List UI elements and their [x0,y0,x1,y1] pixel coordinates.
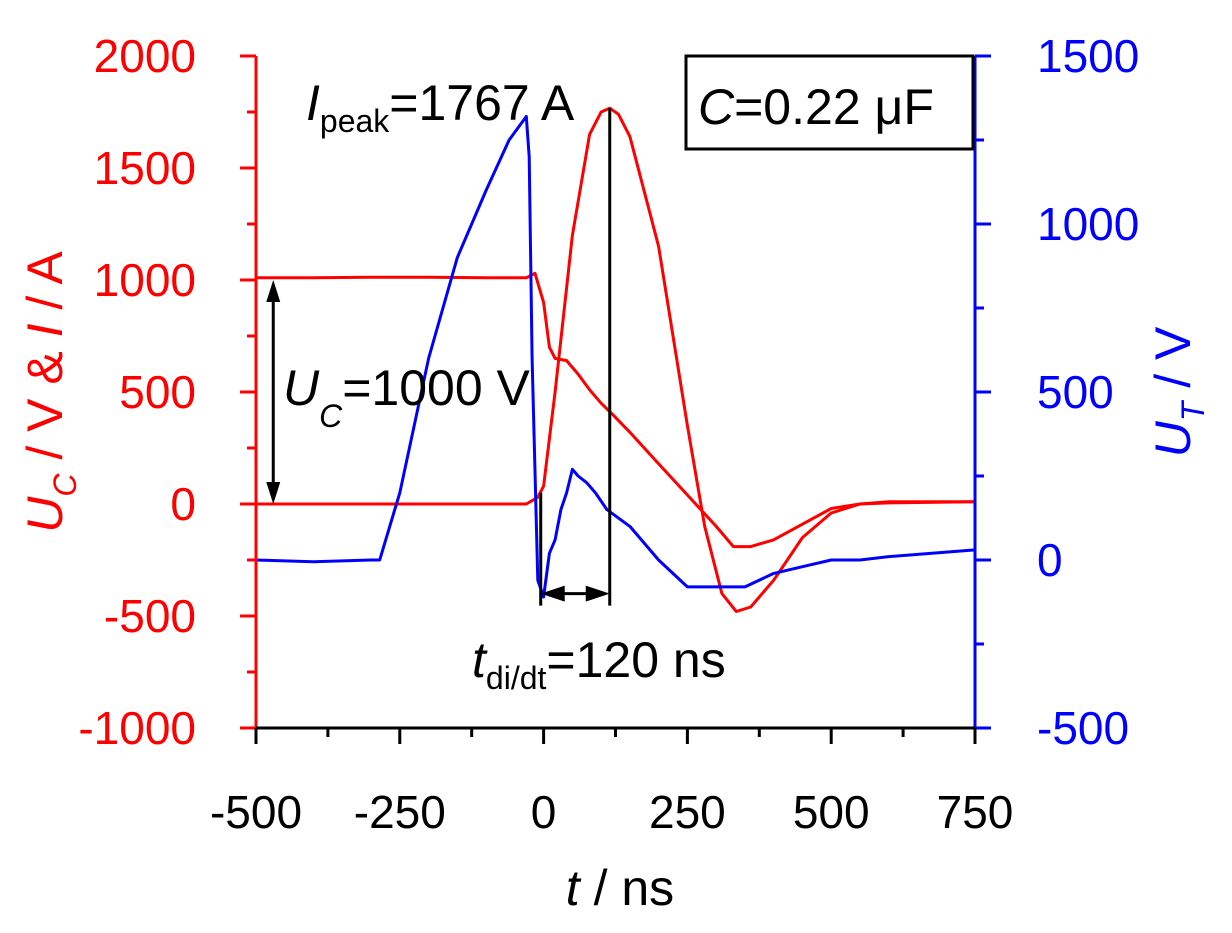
y-left-title-part-3: / V & [17,337,73,473]
u-c-var: U [283,360,320,416]
y-left-tick-label: 2000 [94,30,196,82]
tick-labels-layer: -1000 -500 0 500 1000 1500 2000 -500 0 500 1000 150… [78,30,1139,838]
y-left-tick-label: -1000 [78,702,196,754]
x-axis-title-unit: / ns [580,860,674,916]
capacitance-var: C [698,79,735,135]
u-c-annotation: UC=1000 V [283,360,531,434]
capacitance-box [684,54,975,151]
x-tick-label: -250 [354,786,446,838]
t-didt-arrow-head-left [540,585,565,602]
x-tick-label: 250 [649,786,726,838]
u-c-text: =1000 V [342,360,530,416]
y-right-axis-title: UT / V [1145,326,1211,457]
y-right-tick-label: 1500 [1037,30,1139,82]
t-didt-annotation: tdi/dt=120 ns [472,632,726,696]
y-left-title-part-4: I [17,323,73,337]
y-right-title-part-3: / V [1145,326,1201,402]
u-c-sub: C [319,398,343,434]
i-peak-annotation: Ipeak=1767 A [306,75,575,139]
t-didt-var: t [472,632,488,688]
ticks-layer [240,54,991,744]
y-left-tick-label: 500 [119,366,196,418]
y-left-title-part-1: U [17,496,73,533]
y-right-title-part-2: T [1175,399,1211,421]
y-right-title-part-1: U [1145,420,1201,457]
u-c-arrow-head-down [266,482,281,504]
y-left-tick-label: 1500 [94,142,196,194]
i-peak-text: =1767 A [389,75,575,131]
y-right-tick-label: 0 [1037,534,1063,586]
y-right-tick-label: 1000 [1037,198,1139,250]
x-axis-title: t / ns [566,860,674,916]
series-line-2 [256,106,976,613]
x-tick-label: 500 [793,786,870,838]
u-c-arrow-head-up [266,280,281,302]
x-axis-title-var: t [566,860,582,916]
y-right-tick-label: -500 [1037,702,1129,754]
i-peak-var: I [306,75,320,131]
x-tick-label: 0 [531,786,557,838]
t-didt-arrow-head-right [585,585,610,602]
y-left-title-part-5: / A [17,251,73,324]
i-peak-sub: peak [320,103,390,139]
y-left-tick-label: 0 [170,478,196,530]
t-didt-text: =120 ns [546,632,725,688]
y-left-tick-label: 1000 [94,254,196,306]
y-right-tick-label: 500 [1037,366,1114,418]
y-left-axis-title: UC / V & I / A [17,251,83,533]
series-line-1 [256,271,975,549]
annotation-lines-layer [266,108,612,606]
data-series-layer [255,106,976,613]
x-tick-label: 750 [937,786,1014,838]
capacitance-text: =0.22 μF [734,79,934,135]
x-tick-label: -500 [210,786,302,838]
series-line-3 [255,115,976,599]
y-left-tick-label: -500 [104,590,196,642]
t-didt-sub: di/dt [486,660,547,696]
capacitance-annotation: C=0.22 μF [698,79,934,135]
y-left-title-part-2: C [47,473,83,497]
